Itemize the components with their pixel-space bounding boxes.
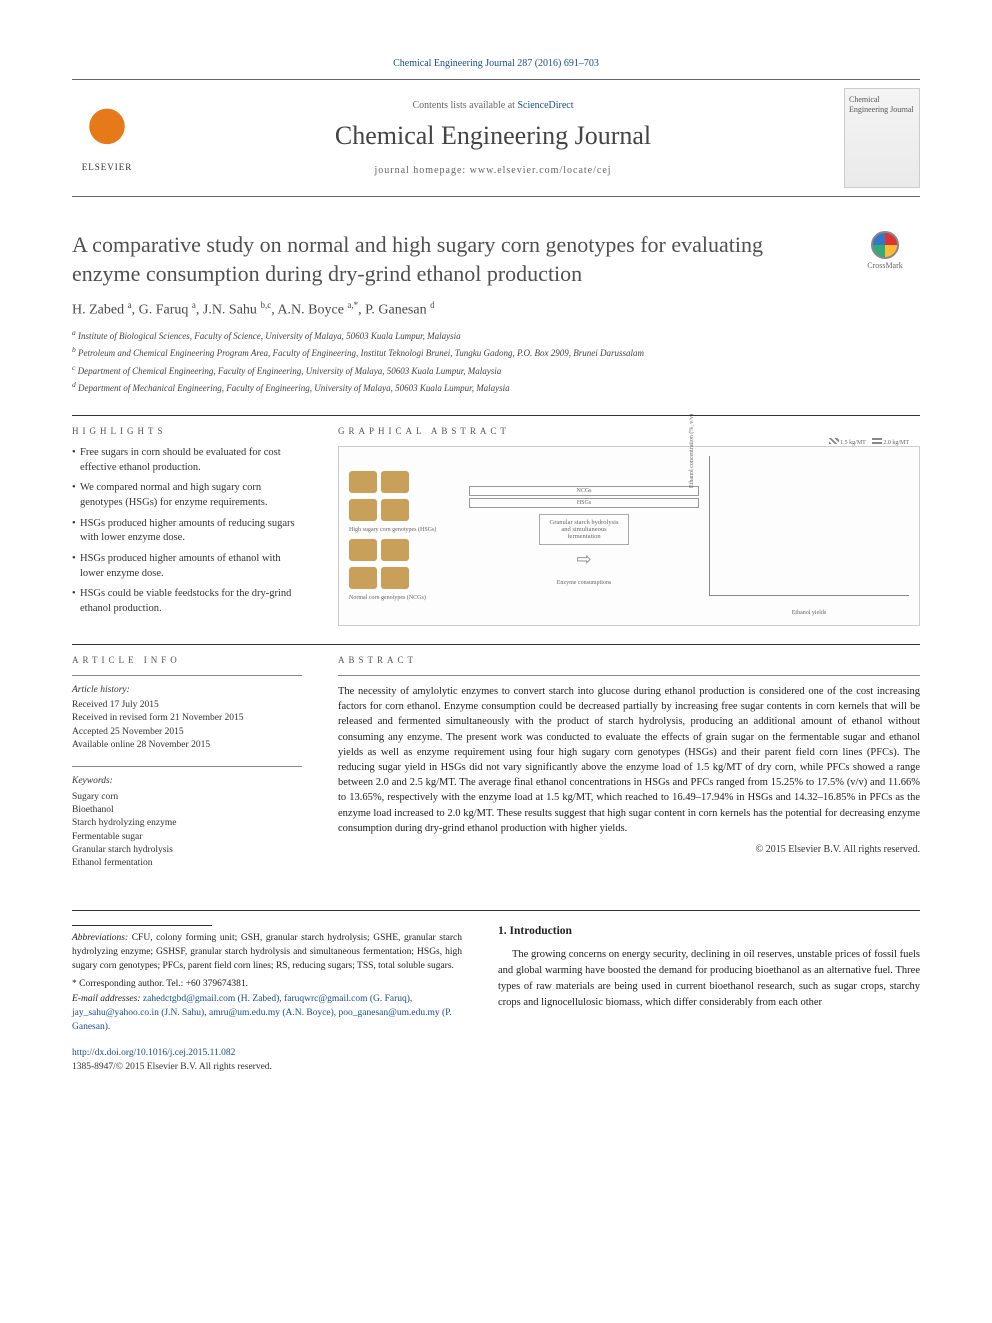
history-line: Received in revised form 21 November 201… bbox=[72, 712, 302, 725]
ga-ylabel: Ethanol concentration (%, v/v) bbox=[689, 414, 695, 488]
graphical-abstract: High sugary corn genotypes (HSGs) Normal… bbox=[338, 446, 920, 626]
ga-enzyme-label: Enzyme consumptions bbox=[469, 580, 699, 586]
keywords-block: Keywords: Sugary cornBioethanolStarch hy… bbox=[72, 775, 302, 870]
article-title: A comparative study on normal and high s… bbox=[72, 231, 830, 288]
ga-ncg-label: Normal corn genotypes (NCGs) bbox=[349, 595, 459, 601]
ga-legend-a: 1.5 kg/MT bbox=[840, 440, 866, 446]
keyword: Ethanol fermentation bbox=[72, 857, 302, 870]
history-line: Received 17 July 2015 bbox=[72, 699, 302, 712]
citation-line: Chemical Engineering Journal 287 (2016) … bbox=[72, 58, 920, 69]
introduction-heading: 1. Introduction bbox=[498, 925, 920, 937]
journal-homepage: journal homepage: www.elsevier.com/locat… bbox=[142, 165, 844, 176]
publisher-name: ELSEVIER bbox=[82, 162, 133, 172]
ga-bar-chart: Ethanol concentration (%, v/v) bbox=[709, 456, 909, 596]
crossmark-badge[interactable]: CrossMark bbox=[850, 231, 920, 270]
crossmark-label: CrossMark bbox=[867, 261, 903, 270]
ga-hsg-tag: HSGs bbox=[469, 498, 699, 508]
history-line: Accepted 25 November 2015 bbox=[72, 726, 302, 739]
article-history: Article history: Received 17 July 2015Re… bbox=[72, 684, 302, 752]
doi-link[interactable]: http://dx.doi.org/10.1016/j.cej.2015.11.… bbox=[72, 1047, 462, 1061]
abbrev-text: CFU, colony forming unit; GSH, granular … bbox=[72, 933, 462, 971]
cover-title: Chemical Engineering Journal bbox=[849, 95, 915, 114]
ga-flow-middle: NCGs HSGs Granular starch hydrolysis and… bbox=[469, 486, 699, 586]
authors-line: H. Zabed a, G. Faruq a, J.N. Sahu b,c, A… bbox=[72, 300, 830, 319]
article-info-heading: ARTICLE INFO bbox=[72, 655, 302, 665]
highlights-heading: HIGHLIGHTS bbox=[72, 426, 302, 436]
highlight-item: We compared normal and high sugary corn … bbox=[72, 481, 302, 510]
highlight-item: HSGs produced higher amounts of reducing… bbox=[72, 517, 302, 546]
ga-hsg-label: High sugary corn genotypes (HSGs) bbox=[349, 527, 459, 533]
journal-name: Chemical Engineering Journal bbox=[142, 121, 844, 151]
ga-legend: 1.5 kg/MT 2.0 kg/MT bbox=[829, 438, 909, 446]
affiliation-line: d Department of Mechanical Engineering, … bbox=[72, 379, 830, 396]
keyword: Bioethanol bbox=[72, 804, 302, 817]
affiliation-line: b Petroleum and Chemical Engineering Pro… bbox=[72, 344, 830, 361]
journal-cover-thumbnail: Chemical Engineering Journal bbox=[844, 88, 920, 188]
highlight-item: Free sugars in corn should be evaluated … bbox=[72, 446, 302, 475]
ga-ncg-tag: NCGs bbox=[469, 486, 699, 496]
ga-legend-b: 2.0 kg/MT bbox=[883, 440, 909, 446]
ga-arrow-icon: ⇨ bbox=[469, 549, 699, 570]
elsevier-tree-icon bbox=[79, 104, 135, 160]
journal-header: ELSEVIER Contents lists available at Sci… bbox=[72, 79, 920, 197]
crossmark-icon bbox=[871, 231, 899, 259]
email-label: E-mail addresses: bbox=[72, 994, 141, 1004]
contents-prefix: Contents lists available at bbox=[412, 100, 517, 111]
elsevier-logo: ELSEVIER bbox=[72, 98, 142, 178]
keyword: Sugary corn bbox=[72, 791, 302, 804]
issn-line: 1385-8947/© 2015 Elsevier B.V. All right… bbox=[72, 1061, 462, 1075]
keywords-heading: Keywords: bbox=[72, 775, 302, 788]
abstract-heading: ABSTRACT bbox=[338, 655, 920, 665]
graphical-abstract-heading: GRAPHICAL ABSTRACT bbox=[338, 426, 920, 436]
history-heading: Article history: bbox=[72, 684, 302, 697]
affiliation-line: a Institute of Biological Sciences, Facu… bbox=[72, 327, 830, 344]
sciencedirect-link[interactable]: ScienceDirect bbox=[517, 100, 573, 111]
abstract-text: The necessity of amylolytic enzymes to c… bbox=[338, 684, 920, 836]
ga-process-box: Granular starch hydrolysis and simultane… bbox=[539, 514, 629, 545]
introduction-text: The growing concerns on energy security,… bbox=[498, 947, 920, 1010]
corresponding-author: * Corresponding author. Tel.: +60 379674… bbox=[72, 978, 462, 992]
highlight-item: HSGs produced higher amounts of ethanol … bbox=[72, 552, 302, 581]
highlight-item: HSGs could be viable feedstocks for the … bbox=[72, 587, 302, 616]
abbrev-label: Abbreviations: bbox=[72, 933, 128, 943]
contents-available: Contents lists available at ScienceDirec… bbox=[142, 100, 844, 111]
affiliation-line: c Department of Chemical Engineering, Fa… bbox=[72, 362, 830, 379]
keyword: Fermentable sugar bbox=[72, 831, 302, 844]
highlights-list: Free sugars in corn should be evaluated … bbox=[72, 446, 302, 617]
homepage-prefix: journal homepage: bbox=[374, 165, 469, 176]
ga-xlabel: Ethanol yields bbox=[709, 610, 909, 616]
history-line: Available online 28 November 2015 bbox=[72, 739, 302, 752]
keyword: Granular starch hydrolysis bbox=[72, 844, 302, 857]
affiliations: a Institute of Biological Sciences, Facu… bbox=[72, 327, 830, 396]
copyright: © 2015 Elsevier B.V. All rights reserved… bbox=[338, 844, 920, 855]
homepage-url[interactable]: www.elsevier.com/locate/cej bbox=[470, 165, 612, 176]
footnotes: Abbreviations: CFU, colony forming unit;… bbox=[72, 925, 462, 1074]
ga-chart-wrap: 1.5 kg/MT 2.0 kg/MT Ethanol concentratio… bbox=[709, 456, 909, 616]
ga-corn-images: High sugary corn genotypes (HSGs) Normal… bbox=[349, 471, 459, 601]
keyword: Starch hydrolyzing enzyme bbox=[72, 817, 302, 830]
